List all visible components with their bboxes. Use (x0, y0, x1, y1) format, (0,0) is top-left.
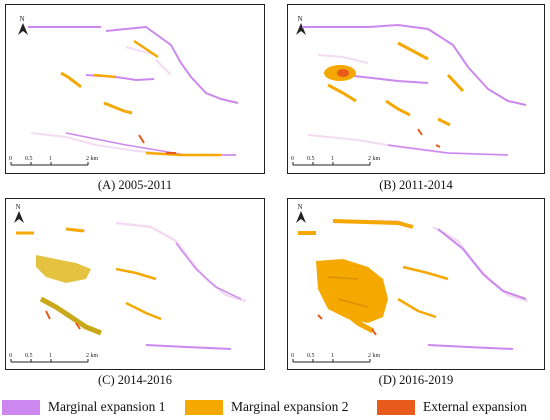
scale-tick-1: 0.5 (307, 156, 315, 162)
legend-swatch-external (377, 399, 415, 415)
caption-a: (A) 2005-2011 (97, 178, 173, 192)
map-panel-c: N 0 0.5 1 2 km (5, 198, 265, 370)
legend-item-marginal-2: Marginal expansion 2 (185, 398, 348, 416)
scalebar: 0 0.5 1 2 km (291, 353, 381, 363)
scale-tick-3: 2 km (86, 156, 99, 162)
caption-b: (B) 2011-2014 (379, 178, 453, 192)
legend-label-marginal-2: Marginal expansion 2 (231, 399, 349, 414)
scale-tick-0: 0 (291, 156, 294, 162)
north-arrow-icon (18, 23, 28, 35)
legend-label-marginal-1: Marginal expansion 1 (48, 399, 166, 414)
north-label: N (20, 15, 25, 23)
scale-tick-2: 1 (331, 156, 334, 162)
scale-tick-1: 0.5 (25, 156, 33, 162)
map-b: N 0 0.5 1 2 km (291, 15, 527, 166)
north-arrow-icon (296, 23, 306, 35)
legend: Marginal expansion 1 Marginal expansion … (0, 396, 550, 420)
scale-tick-2: 1 (49, 156, 52, 162)
north-label: N (16, 203, 21, 211)
map-a: N 0 0.5 1 2 km (9, 15, 239, 166)
scalebar: 0 0.5 1 2 km (9, 156, 99, 166)
map-d: N 0 0.5 1 2 km (291, 203, 529, 363)
scale-tick-0: 0 (9, 156, 12, 162)
legend-swatch-marginal-1 (2, 399, 40, 415)
scale-tick-3: 2 km (368, 353, 381, 359)
north-arrow: N (296, 203, 306, 223)
scale-tick-1: 0.5 (307, 353, 315, 359)
map-c: N 0 0.5 1 2 km (9, 203, 247, 363)
north-label: N (298, 15, 303, 23)
scale-tick-2: 1 (49, 353, 52, 359)
map-panel-b: N 0 0.5 1 2 km (287, 4, 545, 174)
scalebar: 0 0.5 1 2 km (9, 353, 99, 363)
legend-item-external: External expansion (377, 398, 527, 416)
north-label: N (298, 203, 303, 211)
scale-tick-0: 0 (9, 353, 12, 359)
caption-d: (D) 2016-2019 (378, 373, 454, 387)
scale-tick-1: 0.5 (25, 353, 33, 359)
caption-c: (C) 2014-2016 (98, 373, 172, 387)
legend-swatch-marginal-2 (185, 399, 223, 415)
scale-tick-0: 0 (291, 353, 294, 359)
scale-tick-2: 1 (331, 353, 334, 359)
north-arrow-icon (296, 211, 306, 223)
north-arrow: N (296, 15, 306, 35)
north-arrow: N (18, 15, 28, 35)
map-panel-a: N 0 0.5 1 2 km (5, 4, 265, 174)
scalebar: 0 0.5 1 2 km (291, 156, 381, 166)
north-arrow: N (14, 203, 24, 223)
scale-tick-3: 2 km (368, 156, 381, 162)
legend-label-external: External expansion (423, 399, 527, 414)
north-arrow-icon (14, 211, 24, 223)
legend-item-marginal-1: Marginal expansion 1 (2, 398, 165, 416)
scale-tick-3: 2 km (86, 353, 99, 359)
map-panel-d: N 0 0.5 1 2 km (287, 198, 545, 370)
